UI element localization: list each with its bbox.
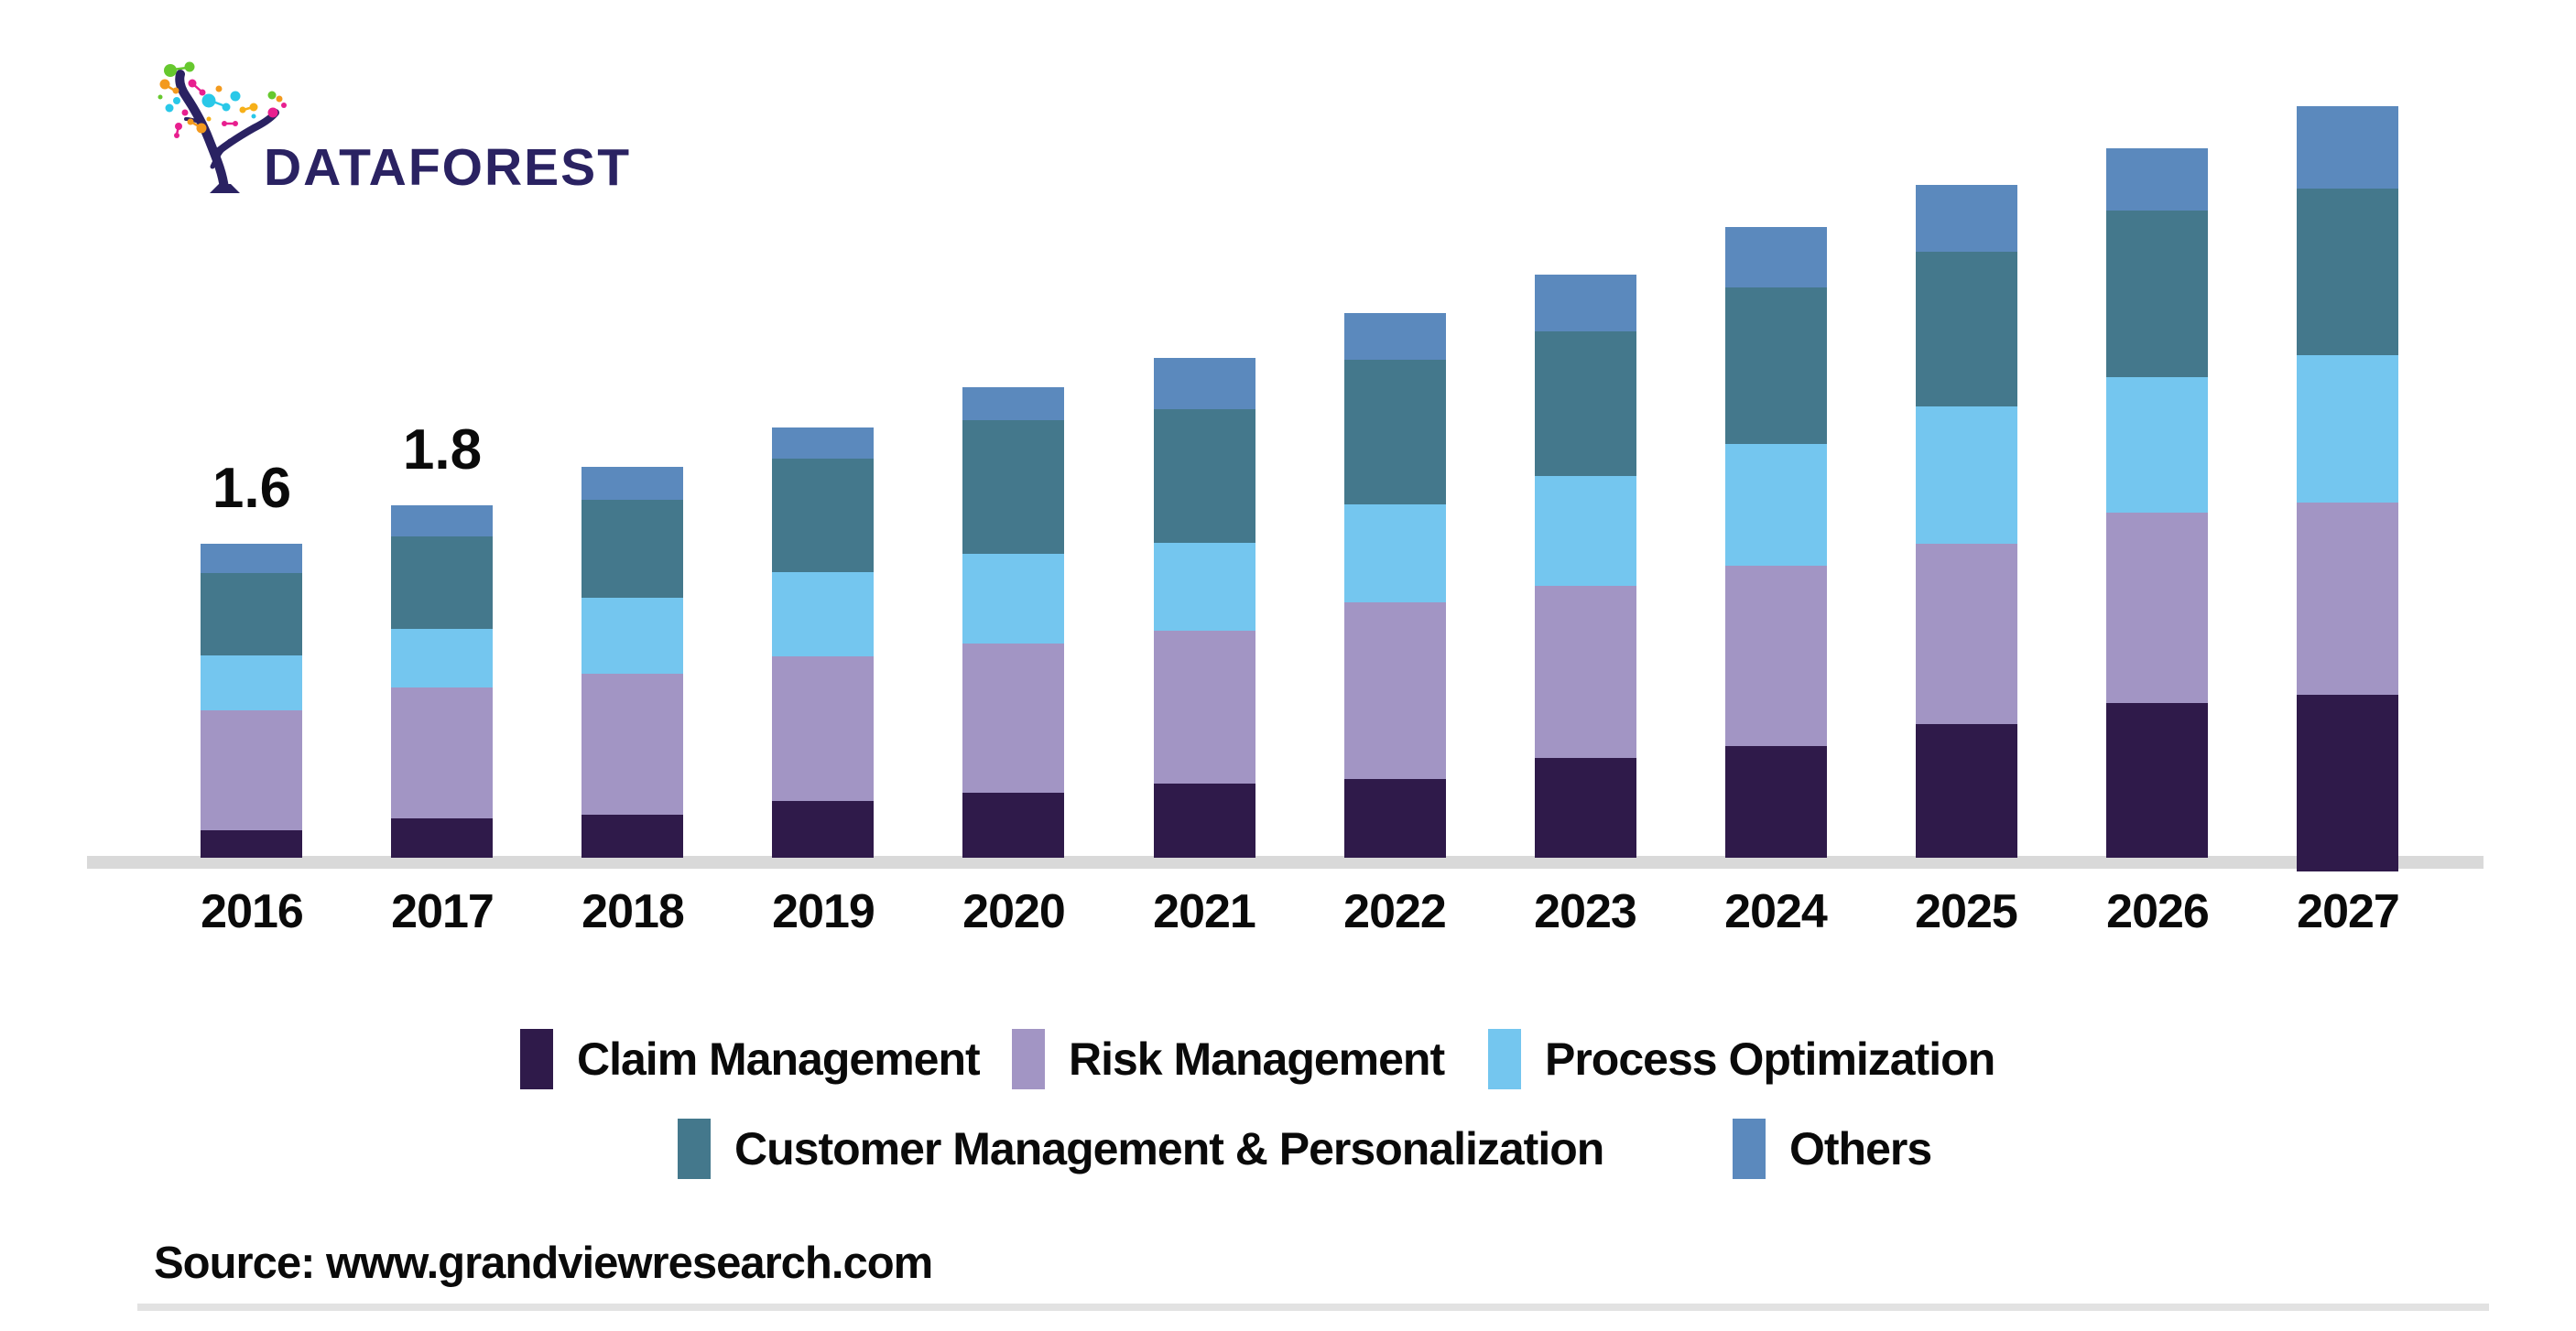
bar-segment <box>1725 287 1827 444</box>
bar-segment <box>1344 360 1446 504</box>
bar-segment <box>962 387 1064 420</box>
bar-segment <box>1344 779 1446 858</box>
bar-segment <box>201 573 302 655</box>
bar-segment <box>391 687 493 818</box>
bar-segment <box>1535 758 1636 858</box>
legend-swatch <box>678 1119 711 1179</box>
bar-segment <box>962 554 1064 644</box>
legend-label: Process Optimization <box>1545 1033 1995 1085</box>
legend-item: Claim Management <box>520 1029 981 1089</box>
legend-swatch <box>520 1029 553 1089</box>
bar-segment <box>1535 476 1636 586</box>
bar-segment <box>1344 602 1446 779</box>
bar-total-label: 1.8 <box>402 418 483 482</box>
bar-segment <box>2106 148 2208 211</box>
legend-label: Risk Management <box>1069 1033 1445 1085</box>
legend-item: Others <box>1733 1119 1932 1179</box>
bar-segment <box>2297 695 2398 871</box>
bar-segment <box>391 505 493 536</box>
bar-segment <box>201 655 302 710</box>
x-axis-label: 2020 <box>962 885 1066 938</box>
bar-segment <box>1916 252 2017 406</box>
x-axis-label: 2016 <box>201 885 304 938</box>
bar-segment <box>1535 586 1636 758</box>
bar-segment <box>2106 211 2208 377</box>
bar-segment <box>2106 377 2208 513</box>
bar-segment <box>1154 631 1255 784</box>
bar-segment <box>2106 513 2208 703</box>
x-axis-label: 2021 <box>1153 885 1256 938</box>
bar-segment <box>1916 185 2017 252</box>
bar-segment <box>1916 724 2017 858</box>
x-axis-label: 2023 <box>1534 885 1637 938</box>
x-axis-line <box>87 856 2484 869</box>
bar-segment <box>772 801 874 858</box>
bar-segment <box>1344 504 1446 602</box>
x-axis-label: 2024 <box>1724 885 1828 938</box>
bar-segment <box>582 674 683 815</box>
bar-segment <box>1725 746 1827 858</box>
legend-swatch <box>1733 1119 1766 1179</box>
bar-segment <box>582 598 683 674</box>
bar-segment <box>2297 189 2398 355</box>
legend-item: Process Optimization <box>1488 1029 1995 1089</box>
x-axis-label: 2017 <box>391 885 495 938</box>
bar-segment <box>772 459 874 572</box>
legend-swatch <box>1488 1029 1521 1089</box>
bar-segment <box>1725 444 1827 566</box>
x-axis-label: 2026 <box>2106 885 2210 938</box>
logo-wordmark: DATAFOREST <box>264 138 632 197</box>
bar-segment <box>391 536 493 629</box>
legend-label: Claim Management <box>577 1033 981 1085</box>
bar-segment <box>962 420 1064 554</box>
bar-segment <box>391 629 493 687</box>
bar-total-label: 1.6 <box>212 457 292 520</box>
bar-segment <box>1535 275 1636 331</box>
logo-tree-icon <box>158 61 287 193</box>
bar-segment <box>201 830 302 858</box>
legend-item: Customer Management & Personalization <box>678 1119 1604 1179</box>
bar-segment <box>1916 544 2017 724</box>
x-axis-label: 2018 <box>582 885 685 938</box>
bar-segment <box>2297 355 2398 503</box>
bar-segment <box>1154 784 1255 858</box>
bar-segment <box>582 500 683 598</box>
bar-segment <box>2106 703 2208 858</box>
bar-segment <box>772 427 874 459</box>
bar-segment <box>772 572 874 656</box>
bar-segment <box>772 656 874 801</box>
x-axis-label: 2025 <box>1915 885 2018 938</box>
bar-segment <box>582 467 683 500</box>
legend-swatch <box>1012 1029 1045 1089</box>
source-text: Source: www.grandviewresearch.com <box>154 1239 933 1288</box>
legend-item: Risk Management <box>1012 1029 1445 1089</box>
bar-segment <box>1154 409 1255 543</box>
bar-segment <box>962 793 1064 858</box>
bar-segment <box>201 544 302 573</box>
legend-label: Customer Management & Personalization <box>734 1123 1604 1174</box>
legend-label: Others <box>1789 1123 1932 1174</box>
footer-rule <box>137 1304 2489 1311</box>
bar-segment <box>1154 358 1255 409</box>
bar-segment <box>1916 406 2017 544</box>
bar-segment <box>201 710 302 830</box>
x-axis-label: 2022 <box>1343 885 1447 938</box>
x-axis-label: 2027 <box>2297 885 2400 938</box>
bar-segment <box>1535 331 1636 476</box>
bar-segment <box>1154 543 1255 631</box>
bar-segment <box>1725 566 1827 746</box>
bar-segment <box>1725 227 1827 287</box>
x-axis-label: 2019 <box>772 885 875 938</box>
bar-segment <box>1344 313 1446 360</box>
bar-segment <box>582 815 683 858</box>
bar-segment <box>2297 503 2398 695</box>
bar-segment <box>2297 106 2398 189</box>
bar-segment <box>391 818 493 858</box>
bar-segment <box>962 644 1064 793</box>
